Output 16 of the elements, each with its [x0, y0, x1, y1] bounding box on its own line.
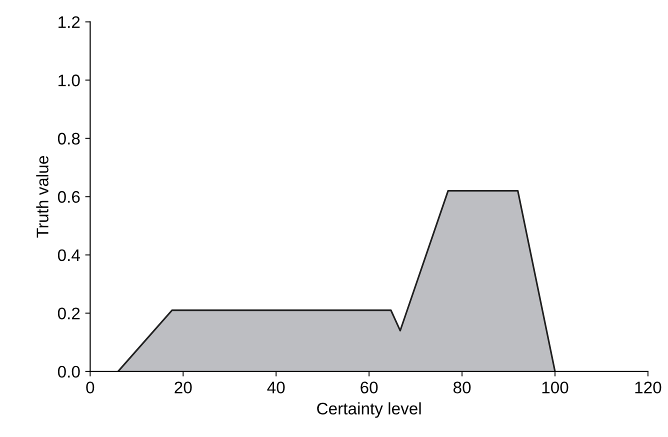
y-tick-label: 1.0: [58, 74, 80, 86]
x-tick-label: 100: [542, 382, 568, 394]
x-tick-label: 40: [267, 382, 285, 394]
y-axis-title: Truth value: [36, 156, 48, 238]
y-tick-label: 0.0: [58, 366, 80, 378]
x-tick-label: 80: [453, 382, 471, 394]
x-tick-label: 20: [174, 382, 192, 394]
y-tick-label: 0.4: [58, 249, 80, 262]
y-tick-label: 0.2: [58, 308, 80, 320]
x-tick-label: 60: [360, 382, 378, 394]
x-tick-label: 120: [635, 382, 662, 394]
y-tick-label: 1.2: [58, 16, 80, 28]
y-tick-label: 0.8: [58, 132, 80, 145]
y-tick-label: 0.6: [58, 191, 80, 203]
x-tick-label: 0: [86, 382, 94, 394]
x-axis-title: Certainty level: [317, 402, 421, 418]
